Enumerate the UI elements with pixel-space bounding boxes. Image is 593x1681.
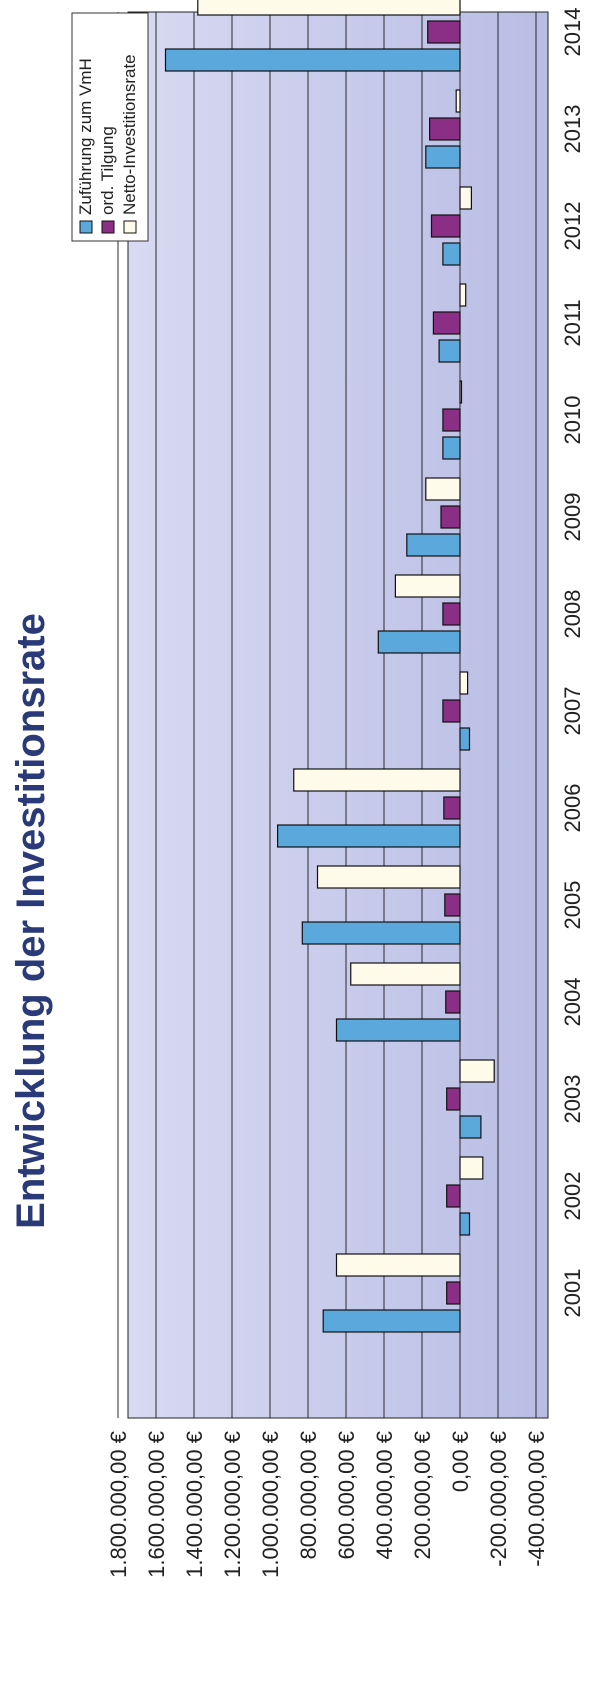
bars (164, 0, 495, 1333)
bar-ord-tilgung-2014 (427, 20, 461, 44)
x-tick-label: 2005 (560, 881, 585, 930)
bar-ord-tilgung-2001 (446, 1281, 461, 1305)
bar-ord-tilgung-2004 (445, 990, 461, 1014)
x-axis-ticks: 2001 2002 2003 2004 2005 2006 2007 2008 2009 2010… (560, 8, 585, 1318)
y-tick-label: 1.600.000,00 € (144, 1431, 169, 1578)
x-tick-label: 2004 (560, 978, 585, 1027)
legend-swatch (79, 220, 93, 234)
bar-ord-tilgung-2011 (432, 311, 461, 335)
gridlines (117, 12, 537, 1418)
bar-zuf-hrung-zum-vmh-2001 (322, 1309, 461, 1333)
bar-zuf-hrung-zum-vmh-2012 (442, 242, 461, 266)
bar-netto-investitionsrate-2013 (455, 89, 461, 113)
bar-netto-investitionsrate-2008 (394, 574, 461, 598)
legend-swatch (101, 220, 115, 234)
y-tick-label: -400.000,00 € (524, 1431, 549, 1567)
legend-swatch (123, 220, 137, 234)
bar-ord-tilgung-2006 (443, 796, 461, 820)
bar-netto-investitionsrate-2006 (293, 768, 461, 792)
bar-zuf-hrung-zum-vmh-2004 (335, 1018, 461, 1042)
x-tick-label: 2001 (560, 1269, 585, 1318)
bar-netto-investitionsrate-2007 (459, 671, 469, 695)
x-tick-label: 2002 (560, 1172, 585, 1221)
x-tick-label: 2003 (560, 1075, 585, 1124)
bar-netto-investitionsrate-2005 (316, 865, 461, 889)
bar-ord-tilgung-2010 (442, 408, 461, 432)
y-tick-label: 600.000,00 € (334, 1431, 359, 1559)
legend-label: ord. Tilgung (98, 126, 117, 215)
bar-netto-investitionsrate-2014 (197, 0, 461, 16)
bar-ord-tilgung-2002 (446, 1184, 461, 1208)
bar-netto-investitionsrate-2004 (350, 962, 461, 986)
bar-netto-investitionsrate-2012 (459, 186, 472, 210)
legend: Zuführung zum VmH ord. Tilgung Netto-Inves… (71, 12, 149, 242)
legend-label: Netto-Investitionsrate (120, 54, 139, 215)
bar-zuf-hrung-zum-vmh-2003 (459, 1115, 482, 1139)
legend-label: Zuführung zum VmH (76, 58, 95, 215)
y-tick-label: 1.200.000,00 € (220, 1431, 245, 1578)
bar-zuf-hrung-zum-vmh-2010 (442, 436, 461, 460)
x-tick-label: 2011 (560, 299, 585, 346)
y-tick-label: 800.000,00 € (296, 1431, 321, 1559)
x-tick-label: 2008 (560, 590, 585, 639)
legend-box (71, 12, 149, 242)
y-tick-label: 0,00 € (448, 1431, 473, 1492)
y-tick-label: -200.000,00 € (486, 1431, 511, 1567)
bar-netto-investitionsrate-2009 (425, 477, 461, 501)
x-tick-label: 2009 (560, 493, 585, 542)
x-tick-label: 2006 (560, 784, 585, 833)
bar-ord-tilgung-2012 (430, 214, 461, 238)
bar-zuf-hrung-zum-vmh-2007 (459, 727, 471, 751)
x-tick-label: 2010 (560, 396, 585, 445)
plot-area (127, 11, 549, 1419)
bar-zuf-hrung-zum-vmh-2008 (377, 630, 461, 654)
bar-ord-tilgung-2003 (446, 1087, 461, 1111)
bar-netto-investitionsrate-2011 (459, 283, 467, 307)
x-tick-label: 2014 (560, 8, 585, 57)
bar-ord-tilgung-2007 (442, 699, 461, 723)
bar-zuf-hrung-zum-vmh-2002 (459, 1212, 471, 1236)
bar-ord-tilgung-2013 (429, 117, 461, 141)
bar-zuf-hrung-zum-vmh-2013 (425, 145, 461, 169)
bar-zuf-hrung-zum-vmh-2009 (406, 533, 461, 557)
bar-netto-investitionsrate-2010 (459, 380, 463, 404)
bar-zuf-hrung-zum-vmh-2014 (164, 48, 461, 72)
bar-zuf-hrung-zum-vmh-2011 (438, 339, 461, 363)
x-tick-label: 2007 (560, 687, 585, 736)
bar-netto-investitionsrate-2003 (459, 1059, 495, 1083)
y-tick-label: 1.800.000,00 € (106, 1431, 131, 1578)
bar-netto-investitionsrate-2002 (459, 1156, 484, 1180)
x-tick-label: 2012 (560, 202, 585, 251)
y-tick-label: 400.000,00 € (372, 1431, 397, 1559)
bar-ord-tilgung-2009 (440, 505, 461, 529)
y-tick-label: 200.000,00 € (410, 1431, 435, 1559)
bar-ord-tilgung-2005 (444, 893, 461, 917)
bar-zuf-hrung-zum-vmh-2005 (301, 921, 461, 945)
bar-ord-tilgung-2008 (442, 602, 461, 626)
y-axis-ticks: 1.800.000,00 € 1.600.000,00 € 1.400.000,00… (106, 1431, 549, 1578)
x-tick-label: 2013 (560, 105, 585, 154)
bar-netto-investitionsrate-2001 (335, 1253, 461, 1277)
y-tick-label: 1.000.000,00 € (258, 1431, 283, 1578)
bar-zuf-hrung-zum-vmh-2006 (277, 824, 461, 848)
y-tick-label: 1.400.000,00 € (182, 1431, 207, 1578)
chart-title: Entwicklung der Investitionsrate (9, 613, 53, 1229)
